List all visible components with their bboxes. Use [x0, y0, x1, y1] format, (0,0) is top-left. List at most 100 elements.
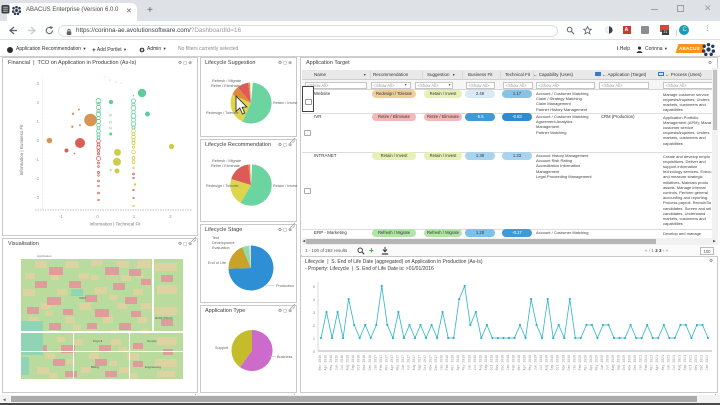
svg-text:Jun 2017: Jun 2017 [401, 355, 405, 370]
svg-text:May 2018: May 2018 [462, 355, 466, 370]
svg-text:Support: Support [215, 346, 229, 350]
svg-text:Information | Business Fit: Information | Business Fit [19, 124, 24, 175]
svg-text:Jan 2022: Jan 2022 [705, 355, 709, 370]
svg-text:Mar 2019: Mar 2019 [517, 355, 521, 370]
svg-text:Oct 2017: Oct 2017 [423, 355, 427, 370]
svg-text:Apr 2018: Apr 2018 [456, 355, 460, 370]
svg-text:Development: Development [212, 241, 235, 245]
svg-text:Test: Test [212, 236, 220, 240]
svg-text:Dec 2020: Dec 2020 [633, 355, 637, 370]
svg-text:May 2019: May 2019 [528, 355, 532, 370]
svg-text:Apr 2017: Apr 2017 [390, 355, 394, 370]
svg-text:Sep 2016: Sep 2016 [351, 355, 355, 370]
svg-text:Nov 2020: Nov 2020 [628, 355, 632, 370]
svg-text:Jan 2017: Jan 2017 [373, 355, 377, 370]
svg-text:Dec 2018: Dec 2018 [500, 355, 504, 370]
svg-text:0: 0 [37, 138, 40, 143]
svg-text:Aug 2018: Aug 2018 [478, 355, 482, 370]
svg-text:1: 1 [37, 119, 40, 124]
svg-text:Feb 2019: Feb 2019 [512, 355, 516, 370]
svg-text:Evaluation: Evaluation [212, 246, 230, 250]
svg-text:Oct 2016: Oct 2016 [357, 355, 361, 370]
svg-text:Aug 2016: Aug 2016 [346, 355, 350, 370]
svg-text:Sep 2021: Sep 2021 [683, 355, 687, 370]
svg-text:Oct 2021: Oct 2021 [688, 355, 692, 370]
svg-text:Business: Business [277, 355, 293, 359]
svg-text:2: 2 [169, 214, 172, 219]
svg-text:Feb 2020: Feb 2020 [578, 355, 582, 370]
svg-text:Refresh / Migrate: Refresh / Migrate [212, 159, 241, 163]
svg-text:Retain / Invest: Retain / Invest [273, 184, 298, 188]
svg-text:3: 3 [37, 81, 40, 86]
svg-text:Refresh / Migrate: Refresh / Migrate [212, 79, 241, 83]
svg-text:-2: -2 [35, 176, 39, 181]
svg-text:May 2017: May 2017 [395, 355, 399, 370]
svg-text:Feb 2018: Feb 2018 [445, 355, 449, 370]
svg-text:Nov 2021: Nov 2021 [694, 355, 698, 370]
svg-text:Retain / Invest: Retain / Invest [273, 101, 298, 105]
svg-text:Jul 2018: Jul 2018 [473, 355, 477, 370]
svg-text:Aug 2020: Aug 2020 [611, 355, 615, 370]
svg-text:Jan 2020: Jan 2020 [572, 355, 576, 370]
svg-text:Jun 2019: Jun 2019 [534, 355, 538, 370]
svg-text:Nov 2019: Nov 2019 [561, 355, 565, 370]
svg-text:Feb 2017: Feb 2017 [379, 355, 383, 370]
svg-text:2: 2 [37, 100, 40, 105]
svg-text:Oct 2019: Oct 2019 [556, 355, 560, 370]
svg-text:2: 2 [313, 324, 315, 328]
svg-text:3: 3 [313, 311, 315, 315]
svg-text:Sep 2018: Sep 2018 [484, 355, 488, 370]
svg-text:Nov 2018: Nov 2018 [495, 355, 499, 370]
svg-text:Jul 2019: Jul 2019 [539, 355, 543, 370]
svg-text:Jul 2017: Jul 2017 [407, 355, 411, 370]
svg-text:Feb 2021: Feb 2021 [644, 355, 648, 370]
svg-text:Jul 2020: Jul 2020 [606, 355, 610, 370]
svg-text:Oct 2020: Oct 2020 [622, 355, 626, 370]
svg-text:1: 1 [133, 214, 136, 219]
svg-text:Jan 2021: Jan 2021 [639, 355, 643, 370]
svg-text:Sep 2017: Sep 2017 [418, 355, 422, 370]
svg-text:Jan 2019: Jan 2019 [506, 355, 510, 370]
svg-text:Information | Technical Fit: Information | Technical Fit [89, 222, 141, 227]
svg-text:Dec 2021: Dec 2021 [700, 355, 704, 370]
svg-text:Jun 2020: Jun 2020 [600, 355, 604, 370]
svg-text:Nov 2016: Nov 2016 [362, 355, 366, 370]
svg-text:Apr 2021: Apr 2021 [655, 355, 659, 370]
svg-text:Mar 2016: Mar 2016 [318, 355, 322, 370]
svg-text:4: 4 [313, 298, 315, 302]
svg-text:Oct 2018: Oct 2018 [489, 355, 493, 370]
svg-text:Retire / Eliminate: Retire / Eliminate [211, 84, 240, 88]
svg-text:-1: -1 [59, 214, 63, 219]
svg-text:May 2021: May 2021 [661, 355, 665, 370]
svg-text:Jun 2016: Jun 2016 [335, 355, 339, 370]
svg-text:Dec 2016: Dec 2016 [368, 355, 372, 370]
svg-text:0: 0 [313, 350, 315, 354]
svg-text:Production: Production [276, 284, 294, 288]
svg-text:1: 1 [313, 337, 315, 341]
svg-text:Jun 2018: Jun 2018 [467, 355, 471, 370]
svg-text:-1: -1 [35, 157, 39, 162]
svg-text:Aug 2017: Aug 2017 [412, 355, 416, 370]
svg-text:Jul 2021: Jul 2021 [672, 355, 676, 370]
svg-text:Apr 2020: Apr 2020 [589, 355, 593, 370]
svg-text:5: 5 [313, 285, 315, 289]
svg-text:Aug 2021: Aug 2021 [677, 355, 681, 370]
svg-text:End of Life: End of Life [208, 261, 226, 265]
svg-text:Apr 2019: Apr 2019 [523, 355, 527, 370]
svg-text:Jun 2021: Jun 2021 [666, 355, 670, 370]
svg-text:Dec 2017: Dec 2017 [434, 355, 438, 370]
svg-text:Nov 2017: Nov 2017 [429, 355, 433, 370]
svg-text:Apr 2016: Apr 2016 [324, 355, 328, 370]
svg-text:Retire / Eliminate: Retire / Eliminate [211, 164, 240, 168]
svg-text:Sep 2019: Sep 2019 [550, 355, 554, 370]
svg-text:Mar 2018: Mar 2018 [451, 355, 455, 370]
svg-text:Redesign / Tolerate: Redesign / Tolerate [206, 184, 239, 188]
svg-text:Aug 2019: Aug 2019 [545, 355, 549, 370]
svg-text:May 2020: May 2020 [594, 355, 598, 370]
svg-text:Sep 2020: Sep 2020 [617, 355, 621, 370]
svg-text:Jul 2016: Jul 2016 [340, 355, 344, 370]
svg-text:-3: -3 [35, 195, 39, 200]
svg-text:Jan 2018: Jan 2018 [440, 355, 444, 370]
svg-text:Dec 2019: Dec 2019 [567, 355, 571, 370]
svg-text:Mar 2021: Mar 2021 [650, 355, 654, 370]
